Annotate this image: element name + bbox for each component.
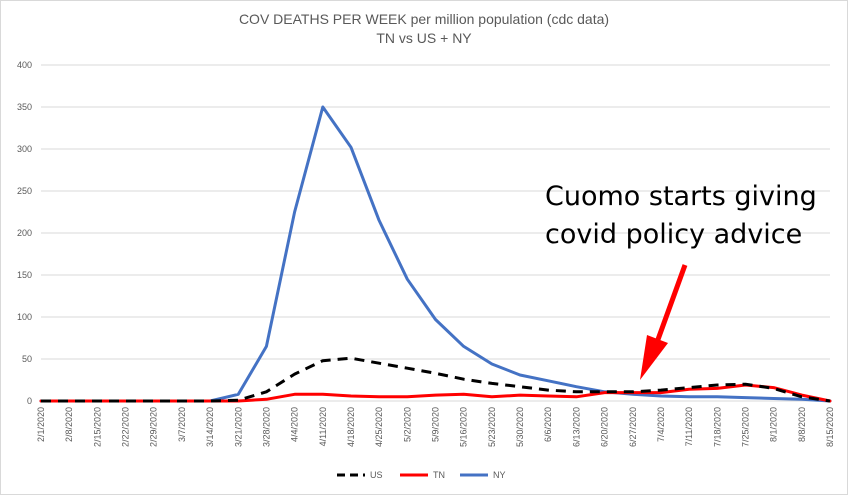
chart-title: COV DEATHS PER WEEK per million populati… [238,11,610,27]
series-lines [39,105,832,403]
y-tick-label: 0 [27,396,32,406]
legend-label-us: US [370,470,383,480]
y-tick-label: 300 [17,144,32,154]
annotation-arrow [640,264,688,380]
arrow-shaft [653,264,688,346]
y-tick-label: 200 [17,228,32,238]
series-line-ny [39,105,832,403]
x-tick-label: 3/14/2020 [205,407,215,447]
x-tick-label: 2/15/2020 [92,407,102,447]
x-tick-label: 5/9/2020 [431,407,441,442]
arrow-head [640,335,668,380]
x-tick-label: 3/21/2020 [233,407,243,447]
x-tick-label: 5/2/2020 [402,407,412,442]
x-tick-label: 2/8/2020 [64,407,74,442]
y-tick-label: 400 [17,60,32,70]
x-tick-label: 7/11/2020 [684,407,694,446]
y-tick-label: 250 [17,186,32,196]
x-tick-label: 7/18/2020 [712,407,722,447]
series-line-tn [39,383,832,403]
x-tick-label: 8/1/2020 [769,407,779,442]
x-tick-label: 3/28/2020 [261,407,271,447]
y-axis-ticks: 0 50 100 150 200 250 300 350 400 [17,60,32,406]
x-tick-label: 5/30/2020 [515,407,525,447]
x-tick-label: 7/25/2020 [740,407,750,447]
annotation-line-1: Cuomo starts giving [545,181,817,212]
x-tick-label: 8/8/2020 [797,407,807,442]
x-tick-label: 5/16/2020 [459,407,469,447]
x-tick-label: 6/6/2020 [543,407,553,442]
x-tick-label: 8/15/2020 [825,407,835,447]
x-tick-label: 3/7/2020 [177,407,187,442]
x-tick-label: 4/4/2020 [290,407,300,442]
annotation-line-2: covid policy advice [545,219,803,250]
x-tick-label: 2/29/2020 [149,407,159,447]
x-tick-label: 5/23/2020 [487,407,497,447]
legend-label-tn: TN [433,470,445,480]
y-tick-label: 150 [17,270,32,280]
x-tick-label: 2/22/2020 [121,407,131,447]
x-tick-label: 4/11/2020 [318,407,328,446]
x-tick-label: 4/25/2020 [374,407,384,447]
x-tick-label: 6/13/2020 [571,407,581,447]
legend-label-ny: NY [493,470,506,480]
chart-subtitle: TN vs US + NY [376,30,472,46]
x-tick-label: 6/27/2020 [628,407,638,447]
y-tick-label: 50 [22,354,32,364]
annotation-text: Cuomo starts giving covid policy advice [545,178,817,254]
series-line-us [41,356,831,403]
x-tick-label: 2/1/2020 [36,407,46,442]
x-tick-label: 6/20/2020 [600,407,610,447]
x-axis-ticks: 2/1/2020 2/8/2020 2/15/2020 2/22/2020 2/29/2… [36,407,835,447]
x-tick-label: 4/18/2020 [346,407,356,447]
x-tick-label: 7/4/2020 [656,407,666,442]
y-tick-label: 100 [17,312,32,322]
y-tick-label: 350 [17,102,32,112]
legend: US TN NY [337,470,506,480]
